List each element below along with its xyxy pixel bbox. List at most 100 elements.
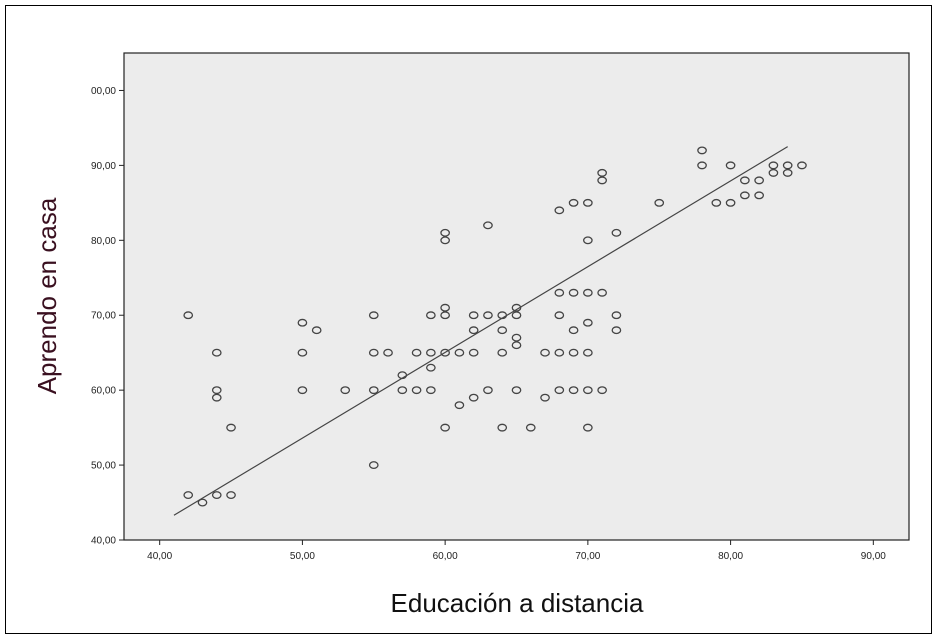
data-point	[411, 386, 422, 395]
data-point	[183, 491, 194, 499]
data-point	[411, 348, 422, 357]
data-point	[740, 191, 750, 200]
data-point	[497, 348, 508, 357]
x-axis-title: Educación a distancia	[391, 588, 644, 618]
data-point	[554, 206, 565, 215]
data-point	[397, 386, 408, 395]
data-point	[511, 341, 522, 350]
data-point	[554, 386, 565, 395]
data-point	[183, 311, 194, 320]
data-point	[697, 146, 707, 155]
data-point	[754, 176, 764, 185]
data-point	[583, 198, 593, 207]
data-point	[311, 326, 322, 335]
data-point	[440, 311, 450, 320]
data-point	[711, 198, 722, 207]
data-point	[426, 311, 436, 320]
data-point	[511, 333, 522, 342]
data-point	[568, 288, 579, 297]
data-point	[525, 423, 536, 432]
data-point	[226, 491, 236, 499]
y-tick-label: 60,00	[91, 386, 116, 397]
data-point	[426, 348, 436, 357]
data-point	[597, 386, 607, 395]
data-point	[297, 386, 308, 395]
y-axis: 40,00 50,00 60,00 70,00 80,00 90,00 00,00	[91, 86, 124, 547]
data-point	[297, 348, 308, 357]
data-point	[468, 326, 479, 335]
data-point	[583, 348, 593, 357]
data-point	[383, 348, 393, 357]
data-point	[568, 198, 579, 207]
data-point	[611, 311, 622, 320]
data-point	[554, 288, 565, 297]
data-point	[511, 311, 522, 320]
data-point	[368, 461, 379, 470]
x-tick-label: 40,00	[147, 551, 172, 562]
data-point	[226, 423, 236, 432]
data-point	[768, 168, 779, 177]
data-point	[211, 393, 222, 402]
data-point	[211, 491, 222, 499]
data-point	[540, 348, 550, 357]
data-point	[725, 161, 736, 170]
data-point	[583, 423, 593, 432]
data-point	[426, 363, 436, 372]
data-point	[554, 311, 565, 320]
data-point	[440, 228, 450, 237]
data-point	[497, 423, 508, 432]
data-point	[440, 303, 450, 312]
x-tick-label: 60,00	[433, 551, 458, 562]
data-point	[454, 401, 465, 410]
data-point	[568, 326, 579, 335]
x-axis: 40,00 50,00 60,00 70,00 80,00 90,00	[147, 540, 886, 562]
plot-area	[123, 52, 910, 541]
y-tick-label: 80,00	[91, 236, 116, 247]
data-point	[483, 386, 493, 395]
regression-line	[173, 146, 788, 516]
y-tick-label: 90,00	[91, 161, 116, 172]
x-tick-label: 70,00	[575, 551, 600, 562]
data-point	[368, 348, 379, 357]
data-point	[797, 161, 807, 170]
data-point	[211, 348, 222, 357]
x-tick-label: 80,00	[718, 551, 743, 562]
data-point	[440, 348, 450, 357]
fit-line-layer	[173, 146, 788, 516]
y-tick-label: 50,00	[91, 461, 116, 472]
data-point	[483, 311, 493, 320]
y-tick-label: 70,00	[91, 311, 116, 322]
data-point	[397, 371, 408, 380]
data-point	[368, 311, 379, 320]
data-point	[782, 161, 793, 170]
data-point	[583, 318, 593, 327]
data-point	[554, 348, 565, 357]
data-point	[768, 161, 779, 170]
data-points	[183, 146, 807, 507]
data-point	[440, 423, 450, 432]
data-point	[497, 326, 508, 335]
data-point	[468, 311, 479, 320]
data-point	[483, 221, 493, 230]
data-point	[583, 236, 593, 245]
data-point	[597, 288, 607, 297]
data-point	[368, 386, 379, 395]
data-point	[468, 348, 479, 357]
data-point	[426, 386, 436, 395]
data-point	[511, 303, 522, 312]
data-point	[440, 236, 450, 245]
data-point	[740, 176, 750, 185]
data-point	[540, 393, 550, 402]
data-point	[725, 198, 736, 207]
data-point	[297, 318, 308, 327]
data-point	[511, 386, 522, 395]
x-tick-label: 90,00	[861, 551, 886, 562]
data-point	[197, 498, 208, 507]
data-point	[654, 198, 665, 207]
y-tick-label: 00,00	[91, 86, 116, 97]
data-point	[611, 326, 622, 335]
data-point	[454, 348, 465, 357]
data-point	[697, 161, 707, 170]
data-point	[754, 191, 764, 200]
